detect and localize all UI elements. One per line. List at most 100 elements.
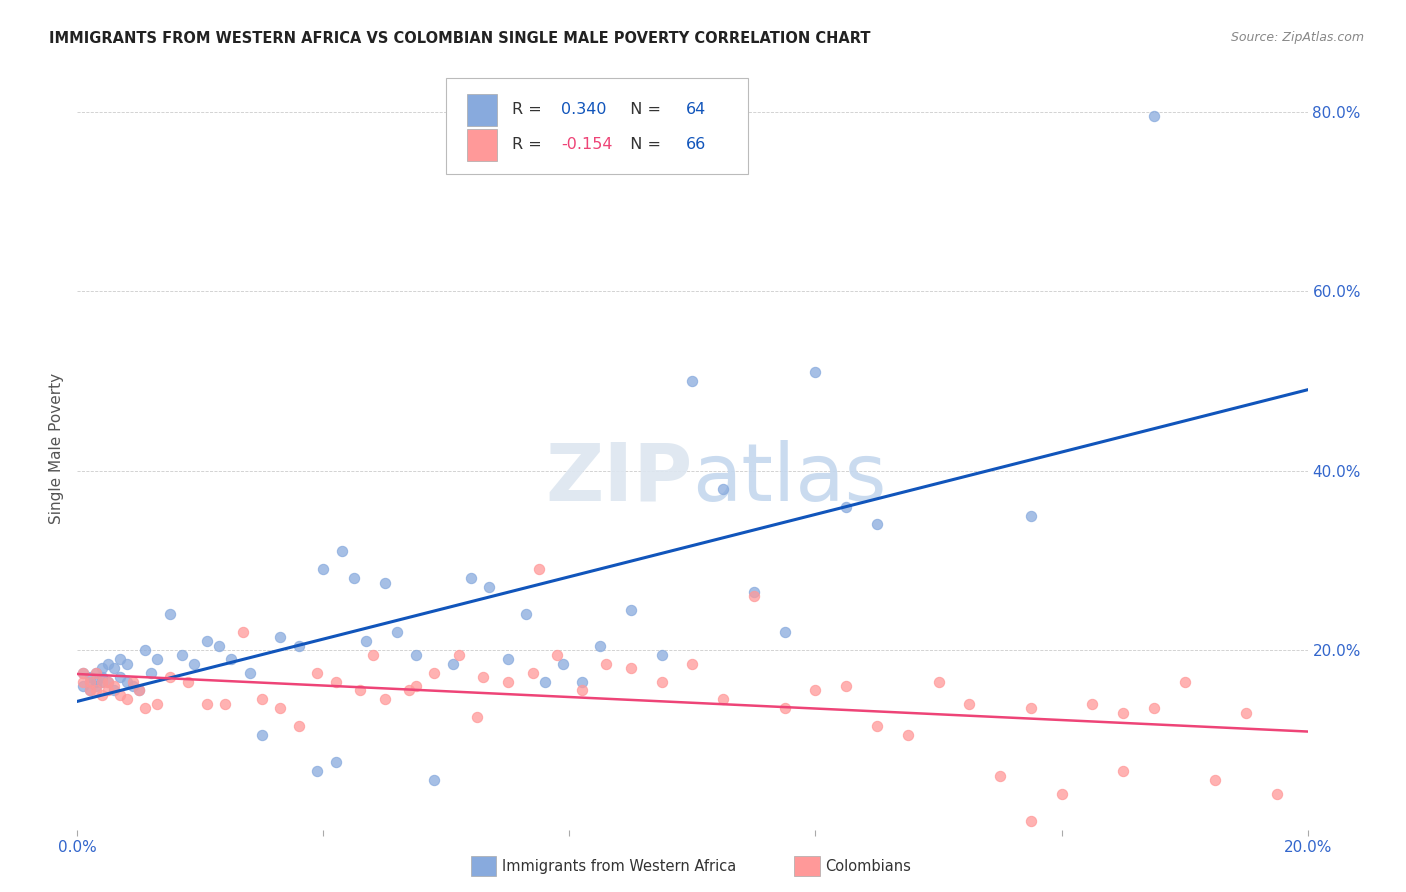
Point	[527, 562, 550, 576]
Point	[79, 670, 101, 684]
Point	[711, 482, 734, 496]
Point	[208, 639, 231, 653]
Point	[385, 625, 409, 640]
Point	[170, 648, 193, 662]
Text: IMMIGRANTS FROM WESTERN AFRICA VS COLOMBIAN SINGLE MALE POVERTY CORRELATION CHAR: IMMIGRANTS FROM WESTERN AFRICA VS COLOMB…	[49, 31, 870, 46]
Point	[90, 674, 114, 689]
Point	[269, 630, 291, 644]
Text: Colombians: Colombians	[825, 859, 911, 873]
Text: 0.340: 0.340	[561, 102, 606, 117]
Point	[742, 584, 765, 599]
Point	[423, 773, 446, 788]
Point	[72, 665, 94, 680]
Point	[1265, 787, 1288, 801]
Y-axis label: Single Male Poverty: Single Male Poverty	[49, 373, 65, 524]
Text: 66: 66	[686, 137, 707, 153]
Point	[682, 657, 704, 671]
Text: R =: R =	[512, 102, 547, 117]
Point	[250, 692, 273, 706]
Point	[651, 648, 673, 662]
Point	[374, 575, 396, 590]
Point	[374, 692, 396, 706]
Point	[866, 719, 889, 733]
Point	[546, 648, 568, 662]
Point	[330, 544, 353, 558]
Point	[866, 517, 889, 532]
Point	[325, 674, 347, 689]
Bar	[467, 128, 496, 161]
Point	[1050, 787, 1073, 801]
Point	[72, 665, 94, 680]
Point	[103, 679, 125, 693]
Point	[773, 701, 796, 715]
Point	[571, 674, 593, 689]
Point	[195, 634, 218, 648]
Point	[79, 683, 101, 698]
Point	[325, 756, 347, 770]
Point	[121, 679, 143, 693]
Point	[478, 580, 501, 594]
Point	[214, 697, 236, 711]
Point	[343, 571, 366, 585]
Point	[835, 500, 858, 514]
Point	[134, 701, 156, 715]
Point	[553, 657, 575, 671]
Point	[90, 674, 114, 689]
Point	[288, 639, 311, 653]
Point	[988, 769, 1011, 783]
Point	[84, 665, 107, 680]
Point	[97, 683, 120, 698]
Point	[110, 652, 132, 666]
Point	[115, 657, 138, 671]
Point	[1234, 706, 1257, 720]
Point	[159, 670, 181, 684]
Point	[97, 674, 120, 689]
Point	[288, 719, 311, 733]
Point	[79, 674, 101, 689]
Point	[79, 683, 101, 698]
Point	[928, 674, 950, 689]
Text: atlas: atlas	[693, 440, 887, 517]
Point	[128, 683, 150, 698]
Point	[361, 648, 384, 662]
Point	[250, 728, 273, 742]
Text: ZIP: ZIP	[546, 440, 693, 517]
Point	[232, 625, 254, 640]
Text: N =: N =	[620, 102, 666, 117]
Text: N =: N =	[620, 137, 666, 153]
Text: R =: R =	[512, 137, 547, 153]
Point	[90, 661, 114, 675]
Point	[441, 657, 464, 671]
Point	[742, 589, 765, 603]
Point	[534, 674, 557, 689]
Point	[115, 674, 138, 689]
Point	[1204, 773, 1226, 788]
Point	[773, 625, 796, 640]
Text: Immigrants from Western Africa: Immigrants from Western Africa	[502, 859, 737, 873]
Point	[405, 679, 427, 693]
Point	[84, 665, 107, 680]
Point	[183, 657, 205, 671]
Point	[835, 679, 858, 693]
Point	[110, 670, 132, 684]
Bar	[467, 94, 496, 126]
Point	[465, 710, 488, 724]
Point	[589, 639, 612, 653]
Point	[90, 670, 114, 684]
Point	[897, 728, 920, 742]
Point	[447, 648, 470, 662]
Point	[522, 665, 544, 680]
Point	[1112, 764, 1135, 779]
Point	[1143, 701, 1166, 715]
Point	[239, 665, 262, 680]
Point	[349, 683, 371, 698]
Point	[398, 683, 420, 698]
Point	[620, 603, 643, 617]
Point	[423, 665, 446, 680]
Point	[595, 657, 617, 671]
Point	[496, 652, 519, 666]
Text: -0.154: -0.154	[561, 137, 613, 153]
Point	[1019, 508, 1042, 523]
Point	[496, 674, 519, 689]
Point	[103, 683, 125, 698]
